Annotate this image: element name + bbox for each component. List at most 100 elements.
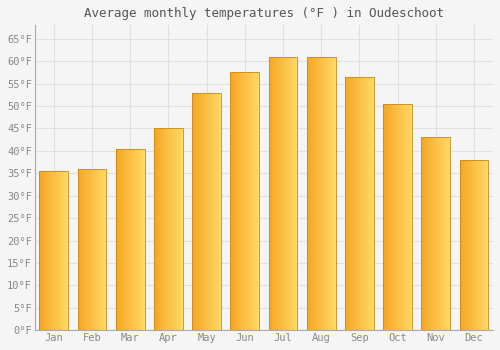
Bar: [397, 104, 398, 330]
Bar: [423, 138, 424, 330]
Bar: [402, 104, 403, 330]
Bar: [400, 104, 401, 330]
Bar: [271, 57, 272, 330]
Bar: [87, 169, 88, 330]
Bar: [195, 92, 196, 330]
Bar: [248, 72, 249, 330]
Bar: [208, 92, 209, 330]
Bar: [60, 171, 61, 330]
Bar: [217, 92, 218, 330]
Bar: [126, 149, 127, 330]
Bar: [369, 77, 370, 330]
Bar: [345, 77, 374, 330]
Bar: [422, 138, 450, 330]
Bar: [160, 128, 161, 330]
Bar: [44, 171, 45, 330]
Bar: [269, 57, 270, 330]
Bar: [232, 72, 233, 330]
Bar: [480, 160, 481, 330]
Bar: [205, 92, 206, 330]
Bar: [393, 104, 394, 330]
Bar: [313, 57, 314, 330]
Bar: [484, 160, 485, 330]
Bar: [441, 138, 442, 330]
Bar: [118, 149, 119, 330]
Bar: [218, 92, 219, 330]
Bar: [478, 160, 479, 330]
Bar: [476, 160, 477, 330]
Bar: [404, 104, 405, 330]
Bar: [256, 72, 257, 330]
Bar: [178, 128, 179, 330]
Bar: [230, 72, 259, 330]
Bar: [141, 149, 142, 330]
Bar: [88, 169, 89, 330]
Bar: [359, 77, 360, 330]
Bar: [62, 171, 63, 330]
Bar: [326, 57, 327, 330]
Bar: [446, 138, 448, 330]
Bar: [246, 72, 247, 330]
Bar: [47, 171, 48, 330]
Bar: [473, 160, 474, 330]
Bar: [486, 160, 487, 330]
Bar: [288, 57, 289, 330]
Bar: [239, 72, 240, 330]
Bar: [94, 169, 95, 330]
Bar: [237, 72, 238, 330]
Bar: [318, 57, 319, 330]
Bar: [43, 171, 44, 330]
Bar: [354, 77, 355, 330]
Bar: [371, 77, 372, 330]
Bar: [180, 128, 181, 330]
Bar: [410, 104, 411, 330]
Bar: [323, 57, 324, 330]
Bar: [437, 138, 438, 330]
Bar: [171, 128, 172, 330]
Bar: [166, 128, 167, 330]
Bar: [467, 160, 468, 330]
Bar: [46, 171, 47, 330]
Bar: [123, 149, 124, 330]
Bar: [157, 128, 158, 330]
Bar: [401, 104, 402, 330]
Bar: [424, 138, 425, 330]
Bar: [398, 104, 399, 330]
Bar: [103, 169, 104, 330]
Bar: [165, 128, 166, 330]
Bar: [97, 169, 98, 330]
Bar: [485, 160, 486, 330]
Bar: [131, 149, 132, 330]
Bar: [360, 77, 361, 330]
Bar: [355, 77, 356, 330]
Bar: [438, 138, 439, 330]
Bar: [49, 171, 50, 330]
Bar: [44, 171, 46, 330]
Bar: [383, 104, 384, 330]
Bar: [120, 149, 121, 330]
Bar: [395, 104, 396, 330]
Bar: [258, 72, 259, 330]
Bar: [48, 171, 49, 330]
Bar: [212, 92, 213, 330]
Bar: [134, 149, 135, 330]
Bar: [477, 160, 478, 330]
Bar: [368, 77, 369, 330]
Bar: [204, 92, 205, 330]
Bar: [356, 77, 357, 330]
Bar: [79, 169, 80, 330]
Bar: [211, 92, 212, 330]
Bar: [444, 138, 445, 330]
Bar: [219, 92, 220, 330]
Bar: [214, 92, 215, 330]
Bar: [358, 77, 359, 330]
Bar: [119, 149, 120, 330]
Bar: [388, 104, 389, 330]
Bar: [162, 128, 163, 330]
Bar: [310, 57, 311, 330]
Bar: [443, 138, 444, 330]
Bar: [460, 160, 488, 330]
Bar: [408, 104, 409, 330]
Bar: [319, 57, 320, 330]
Bar: [346, 77, 347, 330]
